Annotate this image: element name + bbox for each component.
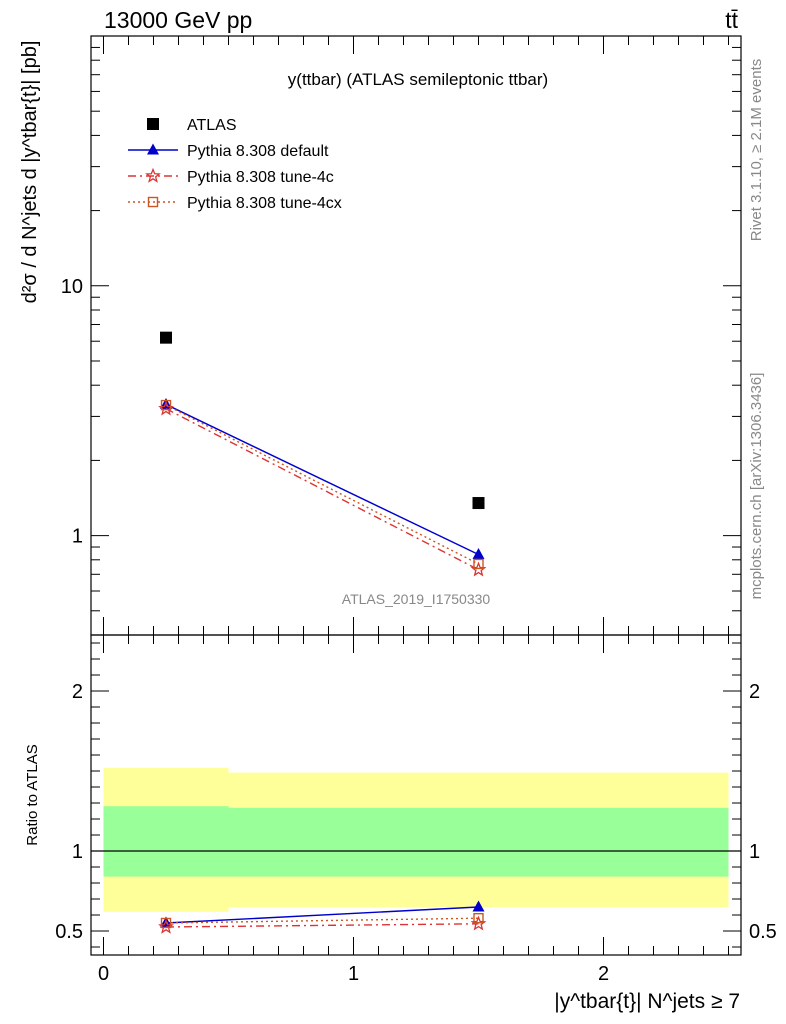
legend-marker-atlas (147, 118, 159, 130)
ratio-y-tick-label-left: 2 (72, 681, 83, 703)
x-tick-label: 1 (348, 963, 359, 985)
main-point-pythia-8-308-tune-4cx-1 (473, 558, 484, 570)
y-axis-label-ratio: Ratio to ATLAS (24, 744, 41, 845)
main-point-pythia-8-308-tune-4cx-0 (160, 399, 172, 411)
main-y-tick-label: 10 (61, 276, 83, 298)
legend-label-pythia-8-308-default: Pythia 8.308 default (187, 143, 329, 160)
ratio-y-tick-label-left: 1 (72, 841, 83, 863)
ratio-y-tick-label-right: 0.5 (749, 921, 777, 943)
legend-label-pythia-8-308-tune-4cx: Pythia 8.308 tune-4cx (187, 195, 342, 212)
legend-marker-pythia-8-308-tune-4cx (147, 196, 159, 208)
main-line-pythia-8-308-default (165, 403, 479, 556)
x-axis-label: |y^tbar{t}| N^jets ≥ 7 (554, 990, 740, 1013)
process-label: tt̄ (725, 7, 738, 33)
main-plot-ticks: 1 10 (61, 35, 741, 636)
legend-label-pythia-8-308-tune-4c: Pythia 8.308 tune-4c (187, 169, 334, 186)
main-point-atlas-1 (472, 497, 485, 510)
y-axis-label-main: d²σ / d N^jets d |y^tbar{t}| [pb] (19, 41, 41, 304)
ratio-plot-frame (90, 634, 742, 956)
main-point-pythia-8-308-default-1 (472, 548, 485, 560)
ratio-y-tick-label-right: 1 (749, 841, 760, 863)
mcplots-label: mcplots.cern.ch [arXiv:1306.3436] (748, 373, 765, 600)
ratio-point-pythia-8-308-default-1 (472, 900, 485, 912)
ratio-y-tick-label-left: 0.5 (55, 921, 83, 943)
main-line-pythia-8-308-tune-4c (165, 408, 479, 571)
legend: ATLAS Pythia 8.308 default Pythia 8.308 tu… (128, 117, 342, 212)
main-point-atlas-0 (160, 331, 172, 344)
x-tick-label: 2 (598, 963, 609, 985)
ratio-uncertainty-bands (91, 767, 741, 912)
ratio-plot-series (158, 900, 487, 934)
ratio-plot-ticks: 0.5 0.5 1 1 2 2 0 1 2 (55, 635, 777, 985)
ratio-point-pythia-8-308-tune-4cx-1 (473, 913, 484, 924)
ratio-line-pythia-8-308-tune-4cx (165, 917, 479, 924)
plot-title: y(ttbar) (ATLAS semileptonic ttbar) (288, 70, 548, 89)
main-y-tick-label: 1 (72, 526, 83, 548)
x-tick-label: 0 (98, 963, 109, 985)
ratio-band-green-1 (228, 807, 729, 877)
analysis-watermark: ATLAS_2019_I1750330 (342, 591, 491, 607)
main-plot-series (158, 331, 487, 577)
legend-marker-pythia-8-308-tune-4c (145, 167, 161, 183)
rivet-label: Rivet 3.1.10, ≥ 2.1M events (748, 59, 765, 242)
ratio-plot-panel: 0.5 0.5 1 1 2 2 0 1 2 Ratio to ATLAS |y^tbar{t}|… (24, 634, 777, 1013)
energy-label: 13000 GeV pp (104, 7, 252, 33)
ratio-band-green-0 (103, 806, 229, 877)
ratio-line-pythia-8-308-default (165, 906, 479, 924)
main-line-pythia-8-308-tune-4cx (165, 404, 479, 565)
ratio-line-pythia-8-308-tune-4c (165, 923, 479, 928)
legend-label-atlas: ATLAS (187, 117, 237, 134)
ratio-point-pythia-8-308-tune-4cx-0 (160, 917, 172, 929)
main-plot-panel: 1 10 ATLAS Pythia 8.308 default Pythia 8.30… (19, 35, 742, 636)
legend-marker-pythia-8-308-default (147, 143, 159, 155)
ratio-y-tick-label-right: 2 (749, 681, 760, 703)
